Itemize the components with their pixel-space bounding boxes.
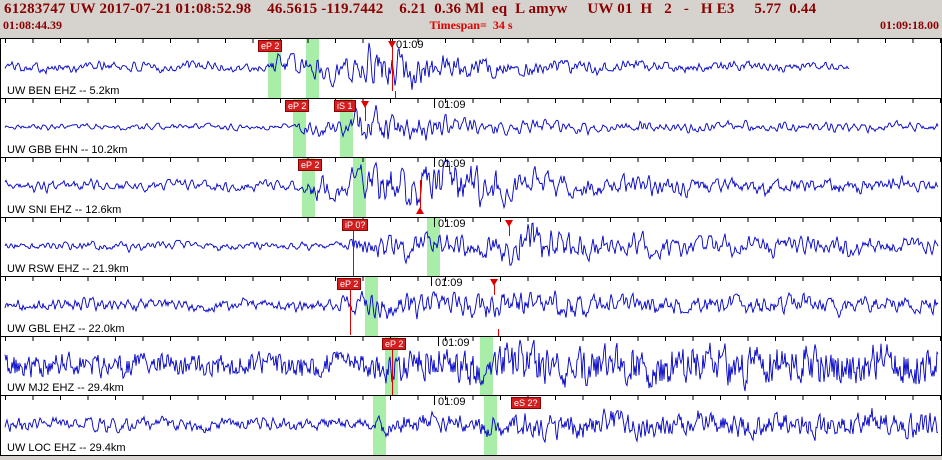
pick-marker-line <box>365 106 366 121</box>
trace-row-rsw[interactable]: 01:09 iP 0? UW RSW EHZ -- 21.9km <box>1 217 941 277</box>
station-label: UW MJ2 EHZ -- 29.4km <box>7 382 124 394</box>
minute-label: 01:09 <box>435 277 463 289</box>
pick-highlight-band <box>365 277 378 336</box>
window-start-time: 01:08:44.39 <box>3 18 62 32</box>
pick-label[interactable]: eP 2 <box>285 99 310 112</box>
time-ticks <box>1 277 941 281</box>
seismogram-waveform <box>4 290 939 320</box>
time-ticks <box>1 98 941 103</box>
pick-label[interactable]: eS 2? <box>511 397 541 409</box>
seismogram-waveform <box>4 221 939 266</box>
seismogram-waveform <box>4 42 850 90</box>
station-label: UW LOC EHZ -- 29.4km <box>7 441 126 454</box>
pick-marker-line <box>392 47 393 91</box>
station-label: UW SNI EHZ -- 12.6km <box>7 203 122 216</box>
minute-label: 01:09 <box>438 217 466 230</box>
pick-marker-line <box>494 285 495 295</box>
pick-highlight-band <box>385 336 398 395</box>
trace-row-gbb[interactable]: 01:09 eP 2 iS 1 UW GBB EHN -- 10.2km <box>1 98 941 158</box>
time-ticks <box>1 336 941 341</box>
minute-tick <box>434 98 435 108</box>
minute-tick <box>434 217 435 227</box>
minute-label: 01:09 <box>438 98 466 111</box>
pick-marker-triangle <box>490 279 498 286</box>
seismogram-waveform <box>4 160 939 210</box>
minute-label: 01:09 <box>442 336 470 349</box>
pick-marker-triangle <box>505 219 513 227</box>
station-label: UW GBB EHN -- 10.2km <box>7 144 128 156</box>
pick-bottom-tick <box>395 90 396 98</box>
pick-label[interactable]: iP 0? <box>342 218 369 231</box>
pick-label[interactable]: eP 2 <box>258 40 283 52</box>
pick-label[interactable]: iS 1 <box>334 99 356 112</box>
station-label: UW GBL EHZ -- 22.0km <box>7 322 125 335</box>
pick-marker-triangle <box>416 207 424 214</box>
pick-highlight-band <box>306 39 319 98</box>
pick-highlight-band <box>373 396 386 455</box>
seismogram-waveform <box>4 104 939 141</box>
pick-highlight-band <box>484 396 497 455</box>
trace-row-loc[interactable]: 01:09 eS 2? UW LOC EHZ -- 29.4km <box>1 396 941 456</box>
time-ticks <box>1 158 941 162</box>
minute-label: 01:09 <box>438 396 466 408</box>
seismogram-waveform <box>4 408 939 443</box>
trace-row-gbl[interactable]: 01:09 eP 2 UW GBL EHZ -- 22.0km <box>1 277 941 337</box>
station-label: UW RSW EHZ -- 21.9km <box>7 263 129 275</box>
window-end-time: 01:09:18.00 <box>880 18 939 32</box>
time-ticks <box>1 217 941 222</box>
pick-bottom-tick <box>498 328 499 336</box>
time-window-bar: 01:08:44.39 Timespan= 34 s 01:09:18.00 <box>0 18 942 33</box>
seismogram-waveform <box>4 339 939 391</box>
minute-tick <box>438 336 439 346</box>
trace-row-mj2[interactable]: 01:09 eP 2 UW MJ2 EHZ -- 29.4km <box>1 336 941 396</box>
pick-marker-triangle <box>388 41 396 48</box>
pick-marker-line <box>392 348 393 395</box>
minute-tick <box>434 396 435 405</box>
minute-label: 01:09 <box>438 158 466 170</box>
trace-panel: 01:09 eP 2 UW BEN EHZ -- 5.2km 01:09 eP 2 iS … <box>0 38 942 456</box>
time-ticks <box>1 39 941 43</box>
pick-marker-triangle <box>361 100 369 108</box>
station-label: UW BEN EHZ -- 5.2km <box>7 84 120 97</box>
minute-label: 01:09 <box>396 39 424 51</box>
minute-tick <box>431 277 432 286</box>
pick-marker-line <box>353 229 354 276</box>
pick-label[interactable]: eP 2 <box>298 159 323 171</box>
pick-label[interactable]: eP 2 <box>337 278 362 290</box>
trace-row-ben[interactable]: 01:09 eP 2 UW BEN EHZ -- 5.2km <box>1 39 941 99</box>
pick-highlight-band <box>353 158 366 217</box>
pick-marker-line <box>509 225 510 236</box>
time-ticks <box>1 396 941 400</box>
timespan-label: Timespan= 34 s <box>429 18 513 32</box>
pick-label[interactable]: eP 2 <box>382 337 407 350</box>
trace-row-sni[interactable]: 01:09 eP 2 UW SNI EHZ -- 12.6km <box>1 158 941 218</box>
pick-marker-line <box>420 180 421 208</box>
pick-highlight-band <box>302 158 315 217</box>
minute-tick <box>434 158 435 167</box>
pick-marker-line <box>350 289 351 335</box>
event-header-line: 61283747 UW 2017-07-21 01:08:52.98 46.56… <box>4 1 817 17</box>
